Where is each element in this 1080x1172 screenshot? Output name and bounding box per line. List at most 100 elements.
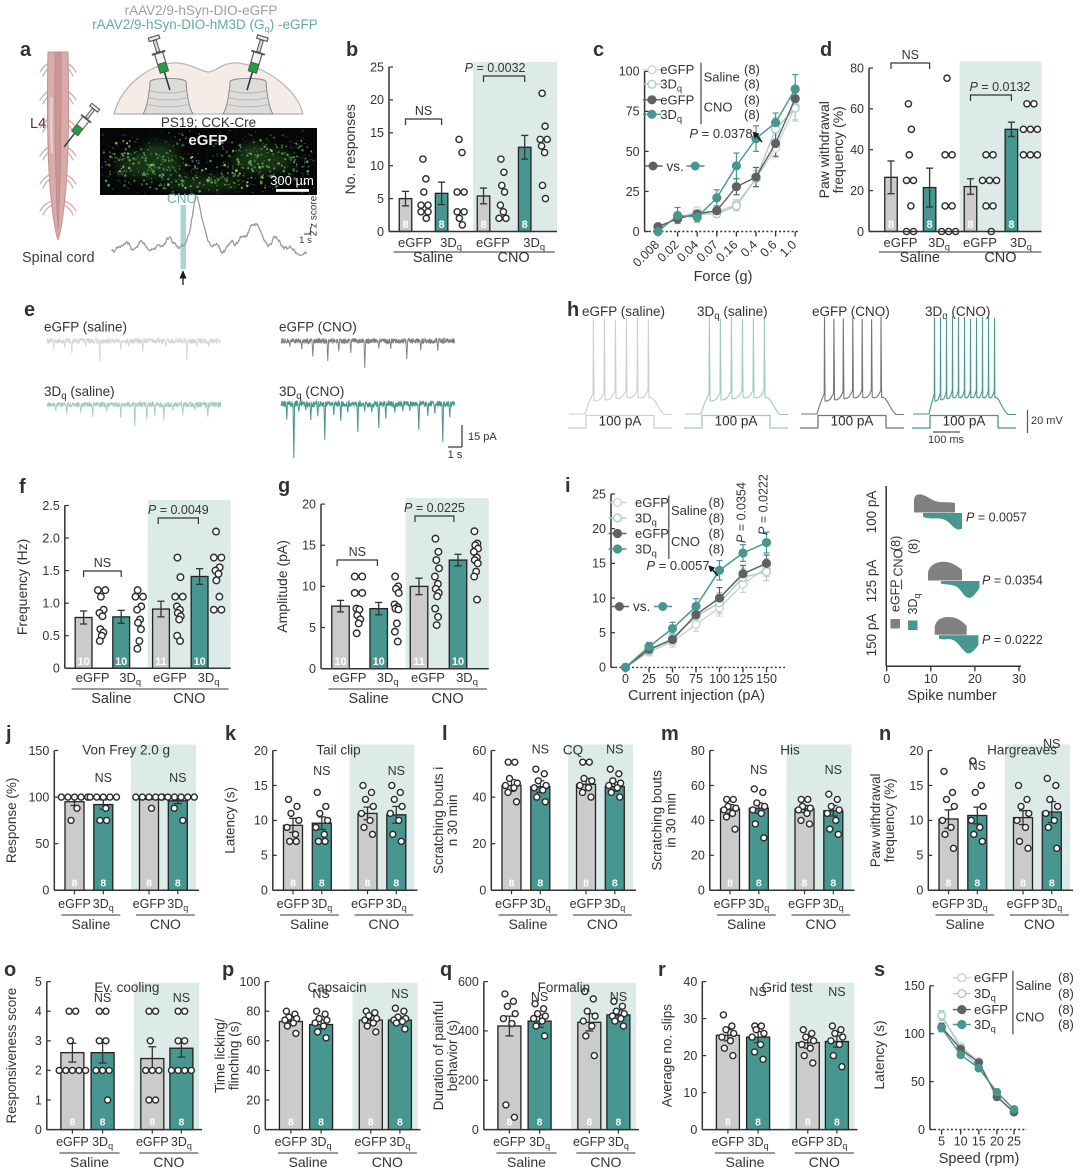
- svg-text:60: 60: [850, 102, 864, 116]
- svg-text:eGFP (saline): eGFP (saline): [44, 320, 127, 335]
- svg-text:Saline: Saline: [727, 916, 766, 932]
- svg-text:(8): (8): [709, 511, 725, 526]
- svg-text:4: 4: [35, 1005, 42, 1019]
- svg-text:NS: NS: [95, 771, 112, 785]
- svg-text:300 µm: 300 µm: [270, 173, 314, 188]
- svg-text:CNO: CNO: [671, 534, 700, 549]
- svg-text:10: 10: [334, 656, 346, 668]
- svg-text:Saline: Saline: [413, 250, 453, 266]
- svg-text:PS19; CCK-Cre: PS19; CCK-Cre: [161, 115, 256, 130]
- svg-text:eGFP: eGFP: [889, 579, 903, 612]
- svg-text:3Dq: 3Dq: [93, 897, 114, 913]
- svg-text:(8): (8): [1058, 1002, 1074, 1017]
- svg-text:(8): (8): [889, 536, 903, 551]
- svg-text:8: 8: [175, 877, 181, 889]
- svg-text:1 s: 1 s: [299, 235, 312, 246]
- svg-text:20: 20: [254, 744, 268, 758]
- svg-text:P = 0.0222: P = 0.0222: [982, 633, 1043, 647]
- svg-text:100 pA: 100 pA: [831, 414, 874, 429]
- svg-text:Latency (s): Latency (s): [223, 787, 238, 854]
- svg-text:Saline: Saline: [704, 69, 740, 84]
- svg-text:2.5: 2.5: [42, 499, 59, 513]
- svg-text:15: 15: [909, 779, 923, 793]
- svg-text:25: 25: [370, 60, 384, 74]
- svg-text:p: p: [222, 959, 234, 981]
- svg-text:8: 8: [586, 1117, 592, 1129]
- svg-text:8: 8: [615, 1117, 621, 1129]
- svg-text:NS: NS: [902, 48, 919, 62]
- svg-text:vs.: vs.: [667, 159, 684, 174]
- svg-text:CNO: CNO: [805, 916, 836, 932]
- svg-text:eGFP: eGFP: [411, 670, 445, 685]
- svg-text:125 pA: 125 pA: [864, 560, 879, 603]
- svg-text:8: 8: [393, 877, 399, 889]
- svg-text:CNO: CNO: [984, 250, 1016, 266]
- svg-text:Saline: Saline: [507, 1154, 546, 1170]
- svg-text:3Dq: 3Dq: [1010, 235, 1032, 252]
- svg-text:3Dq: 3Dq: [171, 1135, 192, 1151]
- svg-text:0: 0: [633, 225, 640, 239]
- svg-text:P = 0.0057: P = 0.0057: [646, 558, 709, 573]
- svg-text:40: 40: [691, 814, 705, 828]
- svg-text:Saline: Saline: [91, 691, 131, 707]
- svg-text:10: 10: [683, 1086, 697, 1100]
- svg-text:CNO: CNO: [372, 1154, 403, 1170]
- svg-text:Scratching bouts: Scratching bouts: [650, 770, 665, 871]
- svg-text:j: j: [5, 723, 12, 745]
- svg-text:CNO: CNO: [150, 916, 181, 932]
- svg-text:3Dq: 3Dq: [440, 235, 462, 252]
- svg-text:8: 8: [290, 877, 296, 889]
- svg-text:15: 15: [254, 779, 268, 793]
- svg-text:Response (%): Response (%): [4, 778, 19, 864]
- svg-text:8: 8: [178, 1117, 184, 1129]
- svg-text:eGFP: eGFP: [932, 897, 965, 911]
- svg-text:3Dq: 3Dq: [386, 897, 407, 913]
- svg-text:NS: NS: [1043, 737, 1060, 751]
- svg-text:3Dq: 3Dq: [748, 897, 769, 913]
- svg-text:NS: NS: [532, 743, 549, 757]
- svg-text:8: 8: [100, 1117, 106, 1129]
- svg-text:10: 10: [370, 159, 384, 173]
- svg-text:15: 15: [972, 1135, 986, 1149]
- svg-text:Saline: Saline: [71, 916, 110, 932]
- svg-text:behavior (s): behavior (s): [445, 1020, 460, 1091]
- svg-text:eGFP: eGFP: [788, 897, 821, 911]
- svg-text:Hargreaves: Hargreaves: [987, 743, 1057, 758]
- svg-text:Saline: Saline: [508, 916, 547, 932]
- svg-text:3Dq: 3Dq: [311, 1135, 332, 1151]
- svg-text:(8): (8): [1058, 970, 1074, 985]
- svg-text:P = 0.0225: P = 0.0225: [404, 501, 465, 515]
- svg-text:20: 20: [472, 837, 486, 851]
- svg-text:8: 8: [537, 877, 543, 889]
- svg-text:CNO: CNO: [497, 250, 529, 266]
- svg-text:Saline: Saline: [726, 1154, 765, 1170]
- svg-text:Force (g): Force (g): [694, 269, 753, 285]
- svg-text:Average no. slips: Average no. slips: [660, 1004, 675, 1108]
- svg-text:10: 10: [592, 591, 606, 605]
- svg-text:10: 10: [254, 814, 268, 828]
- svg-text:8: 8: [319, 877, 325, 889]
- svg-text:L4: L4: [30, 116, 46, 132]
- svg-text:eGFP: eGFP: [963, 235, 997, 250]
- svg-text:Saline: Saline: [900, 250, 940, 266]
- svg-text:Ev. cooling: Ev. cooling: [94, 980, 159, 995]
- svg-text:P = 0.0132: P = 0.0132: [970, 80, 1031, 94]
- svg-text:CNO: CNO: [431, 691, 463, 707]
- svg-text:eGFP: eGFP: [712, 1135, 745, 1149]
- svg-text:eGFP: eGFP: [573, 1135, 606, 1149]
- svg-text:0: 0: [883, 672, 890, 686]
- svg-text:CNO: CNO: [167, 191, 197, 206]
- svg-text:0.5: 0.5: [42, 629, 59, 643]
- svg-text:in 30 min: in 30 min: [664, 793, 679, 848]
- svg-text:eGFP: eGFP: [570, 897, 603, 911]
- svg-text:2: 2: [35, 1064, 42, 1078]
- svg-text:3Dq: 3Dq: [604, 897, 625, 913]
- svg-text:3Dq: 3Dq: [974, 986, 996, 1003]
- svg-text:n 30 min: n 30 min: [445, 795, 460, 847]
- svg-text:NS: NS: [391, 987, 408, 1001]
- svg-text:400: 400: [458, 1024, 479, 1038]
- svg-text:40: 40: [850, 143, 864, 157]
- svg-text:P = 0.0354: P = 0.0354: [982, 574, 1043, 588]
- svg-text:8: 8: [612, 877, 618, 889]
- svg-text:10: 10: [909, 814, 923, 828]
